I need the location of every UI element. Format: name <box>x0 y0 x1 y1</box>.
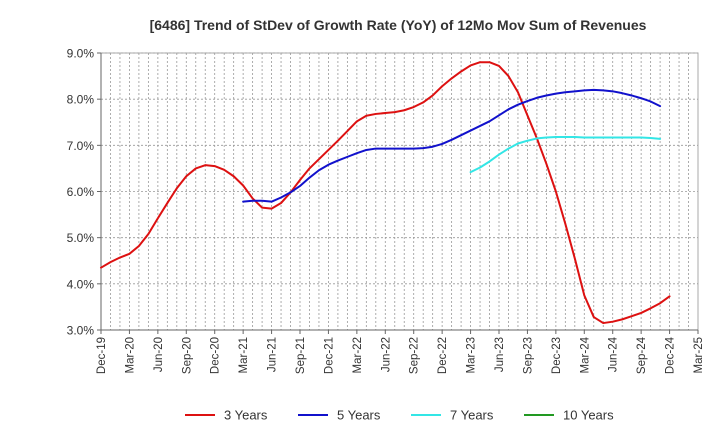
x-tick-label: Sep-23 <box>522 337 534 374</box>
x-tick-label: Mar-21 <box>238 337 250 373</box>
series-line-3-years <box>100 61 671 325</box>
x-tick-label: Dec-24 <box>665 336 677 374</box>
series-line-7-years <box>469 136 662 174</box>
x-tick-label: Sep-21 <box>295 337 307 374</box>
y-tick-label: 8.0% <box>67 93 95 107</box>
x-tick-label: Jun-20 <box>153 337 165 372</box>
x-tick-label: Mar-20 <box>124 337 136 373</box>
x-tick-label: Dec-21 <box>323 337 335 374</box>
x-tick-label: Dec-20 <box>210 337 222 374</box>
grid <box>100 52 699 331</box>
legend-label: 10 Years <box>563 408 614 423</box>
chart-title: [6486] Trend of StDev of Growth Rate (Yo… <box>150 17 647 33</box>
y-tick-label: 4.0% <box>67 277 95 291</box>
x-tick-label: Mar-22 <box>352 337 364 373</box>
y-tick-label: 5.0% <box>67 231 95 245</box>
legend: 3 Years 5 Years 7 Years 10 Years <box>185 408 614 423</box>
x-tick-label: Mar-25 <box>693 337 705 373</box>
x-tick-label: Dec-22 <box>437 337 449 374</box>
y-tick-label: 3.0% <box>67 324 95 338</box>
x-tick-label: Jun-21 <box>267 337 279 372</box>
x-tick-label: Dec-23 <box>551 337 563 374</box>
x-tick-label: Dec-19 <box>96 337 108 374</box>
x-tick-label: Mar-23 <box>466 337 478 373</box>
x-tick-label: Mar-24 <box>579 336 591 373</box>
x-tick-label: Jun-23 <box>494 337 506 372</box>
legend-label: 7 Years <box>450 408 494 423</box>
series-lines <box>100 61 671 325</box>
legend-label: 3 Years <box>224 408 268 423</box>
x-tick-label: Sep-22 <box>409 337 421 374</box>
x-tick-label: Jun-22 <box>380 337 392 372</box>
legend-label: 5 Years <box>337 408 381 423</box>
series-line-5-years <box>242 88 662 203</box>
x-tick-label: Sep-20 <box>181 337 193 374</box>
y-tick-label: 7.0% <box>67 139 95 153</box>
x-tick-label: Jun-24 <box>608 336 620 372</box>
y-tick-label: 6.0% <box>67 185 95 199</box>
axes: 3.0% 4.0% 5.0% 6.0% 7.0% 8.0% 9.0% Dec-19 Mar-20… <box>67 47 705 375</box>
x-tick-label: Sep-24 <box>636 336 648 374</box>
y-tick-label: 9.0% <box>67 47 95 61</box>
